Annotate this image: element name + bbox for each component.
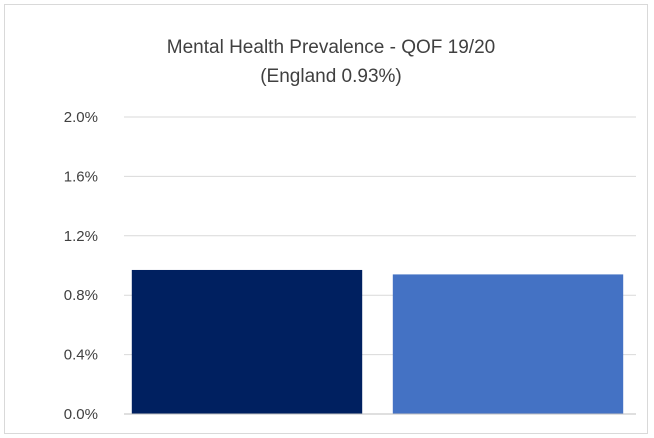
bar-2 [392,274,624,414]
chart-subtitle: (England 0.93%) [260,66,402,87]
y-axis-ticks: 0.0% 0.4% 0.8% 1.2% 1.6% 2.0% [64,109,98,423]
chart-title: Mental Health Prevalence - QOF 19/20 [167,37,495,58]
y-tick-label: 0.0% [64,406,98,423]
bars [131,269,624,414]
bar-1 [131,269,363,414]
y-tick-label: 1.2% [64,228,98,245]
y-tick-label: 1.6% [64,168,98,185]
y-tick-label: 0.8% [64,287,98,304]
y-tick-label: 0.4% [64,347,98,364]
y-tick-label: 2.0% [64,109,98,126]
